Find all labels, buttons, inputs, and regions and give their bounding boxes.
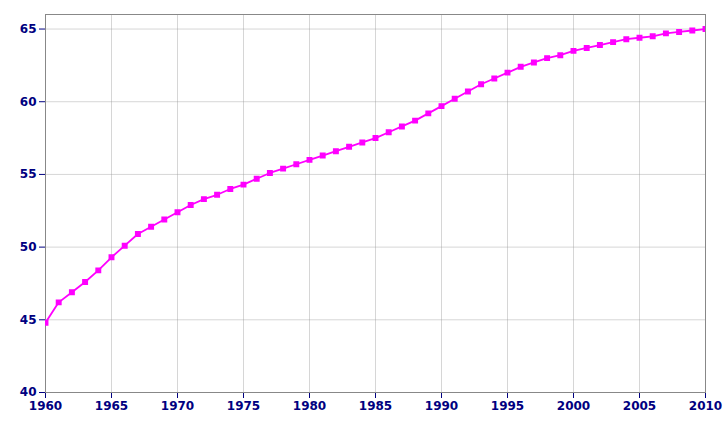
svg-text:2010: 2010	[689, 399, 722, 413]
svg-text:1970: 1970	[161, 399, 194, 413]
svg-text:2000: 2000	[557, 399, 590, 413]
svg-text:1965: 1965	[95, 399, 128, 413]
svg-text:40: 40	[20, 385, 37, 399]
svg-text:60: 60	[20, 95, 37, 109]
svg-text:1985: 1985	[359, 399, 392, 413]
svg-text:1960: 1960	[29, 399, 62, 413]
svg-text:45: 45	[20, 313, 37, 327]
svg-text:1995: 1995	[491, 399, 524, 413]
svg-text:1990: 1990	[425, 399, 458, 413]
svg-text:55: 55	[20, 167, 37, 181]
svg-text:1975: 1975	[227, 399, 260, 413]
svg-text:50: 50	[20, 240, 37, 254]
svg-text:65: 65	[20, 22, 37, 36]
svg-text:1980: 1980	[293, 399, 326, 413]
svg-text:2005: 2005	[623, 399, 656, 413]
